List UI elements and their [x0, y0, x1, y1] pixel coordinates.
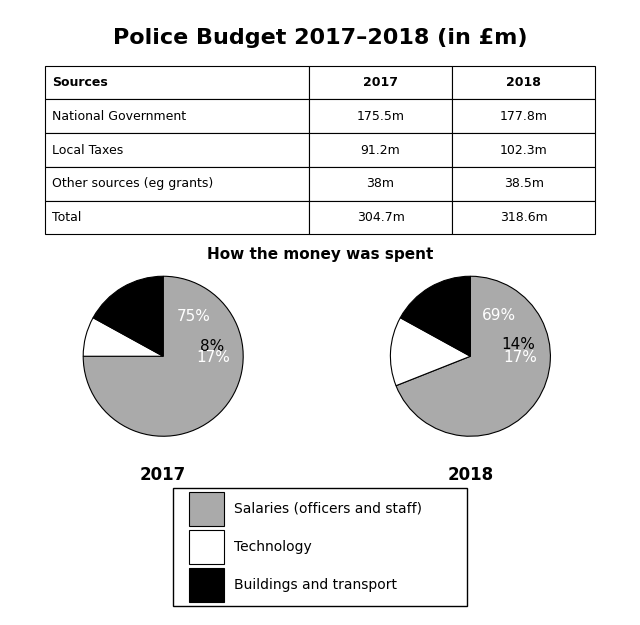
Text: 2017: 2017 [140, 466, 186, 484]
Text: 38m: 38m [367, 177, 394, 190]
Wedge shape [93, 276, 163, 356]
Text: Salaries (officers and staff): Salaries (officers and staff) [234, 502, 422, 516]
Text: 2018: 2018 [506, 76, 541, 89]
Text: 91.2m: 91.2m [361, 144, 401, 156]
Text: Total: Total [52, 211, 82, 224]
Text: 14%: 14% [502, 337, 536, 352]
Text: 75%: 75% [177, 309, 211, 324]
Text: 8%: 8% [200, 339, 224, 354]
Text: Technology: Technology [234, 540, 311, 554]
Wedge shape [396, 276, 550, 436]
Text: How the money was spent: How the money was spent [207, 247, 433, 262]
Text: Buildings and transport: Buildings and transport [234, 578, 397, 592]
Text: 2018: 2018 [447, 466, 493, 484]
Text: 102.3m: 102.3m [500, 144, 548, 156]
Text: 17%: 17% [503, 350, 537, 365]
Text: 304.7m: 304.7m [356, 211, 404, 224]
Text: Other sources (eg grants): Other sources (eg grants) [52, 177, 214, 190]
Text: 2017: 2017 [363, 76, 398, 89]
Text: Local Taxes: Local Taxes [52, 144, 124, 156]
Text: 175.5m: 175.5m [356, 110, 404, 123]
Text: 177.8m: 177.8m [500, 110, 548, 123]
Wedge shape [390, 318, 470, 386]
Text: 38.5m: 38.5m [504, 177, 543, 190]
Text: National Government: National Government [52, 110, 187, 123]
Text: 17%: 17% [196, 350, 230, 365]
Wedge shape [83, 276, 243, 436]
Text: 318.6m: 318.6m [500, 211, 548, 224]
Text: Police Budget 2017–2018 (in £m): Police Budget 2017–2018 (in £m) [113, 28, 527, 48]
Wedge shape [83, 318, 163, 356]
Wedge shape [400, 276, 470, 356]
Text: Sources: Sources [52, 76, 108, 89]
Text: 69%: 69% [481, 308, 516, 323]
